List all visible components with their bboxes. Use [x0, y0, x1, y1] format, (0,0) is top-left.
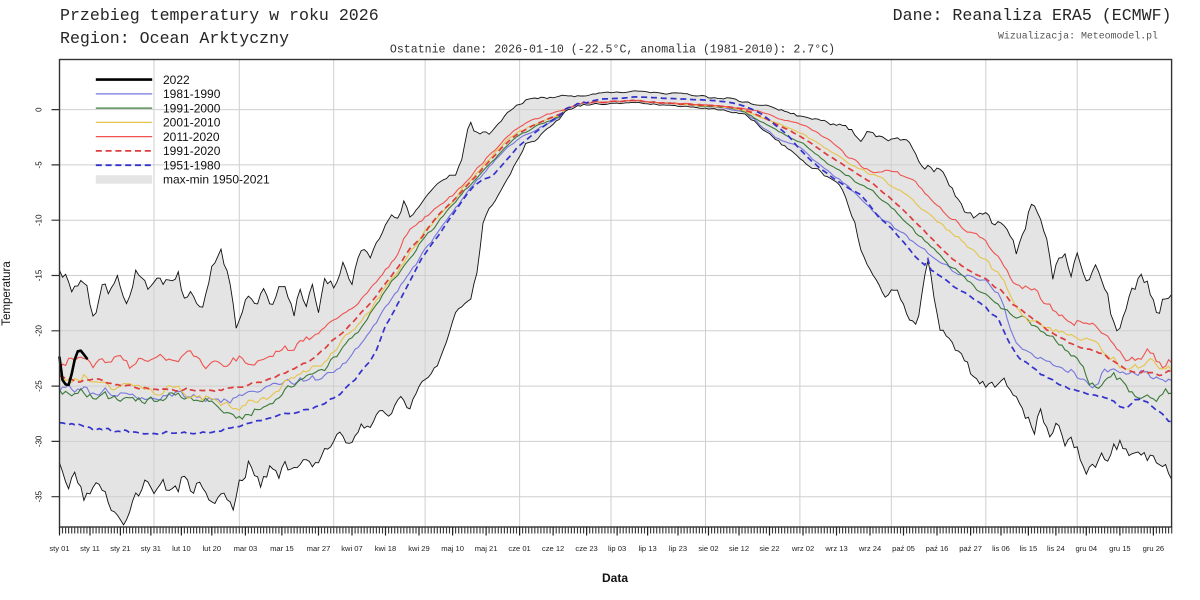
svg-text:gru 04: gru 04 [1076, 544, 1098, 553]
svg-text:Ostatnie dane: 2026-01-10 (-22: Ostatnie dane: 2026-01-10 (-22.5°C, anom… [390, 44, 835, 57]
svg-text:lis 06: lis 06 [992, 544, 1010, 553]
svg-text:paź 27: paź 27 [959, 544, 982, 553]
svg-text:wrz 13: wrz 13 [824, 544, 847, 553]
svg-text:-25: -25 [35, 380, 44, 392]
svg-text:Temperatura: Temperatura [1, 261, 13, 326]
svg-text:sie 02: sie 02 [698, 544, 718, 553]
svg-text:maj 21: maj 21 [475, 544, 498, 553]
svg-text:maj 10: maj 10 [441, 544, 464, 553]
svg-text:2022: 2022 [163, 73, 190, 87]
svg-text:lis 15: lis 15 [1020, 544, 1038, 553]
svg-text:cze 01: cze 01 [508, 544, 530, 553]
svg-text:mar 03: mar 03 [234, 544, 258, 553]
svg-text:cze 23: cze 23 [575, 544, 597, 553]
svg-text:sie 12: sie 12 [729, 544, 749, 553]
svg-text:1951-1980: 1951-1980 [163, 159, 221, 173]
svg-text:sie 22: sie 22 [759, 544, 779, 553]
svg-text:lip 23: lip 23 [669, 544, 687, 553]
svg-text:-10: -10 [35, 214, 44, 226]
svg-text:-35: -35 [35, 490, 44, 502]
svg-text:1991-2020: 1991-2020 [163, 144, 221, 158]
svg-text:kwi 18: kwi 18 [375, 544, 397, 553]
svg-text:cze 12: cze 12 [542, 544, 564, 553]
svg-text:0: 0 [35, 107, 44, 112]
svg-text:lip 13: lip 13 [639, 544, 657, 553]
svg-text:sty 31: sty 31 [141, 544, 161, 553]
svg-text:mar 15: mar 15 [270, 544, 294, 553]
svg-text:paź 05: paź 05 [892, 544, 915, 553]
svg-text:Wizualizacja: Meteomodel.pl: Wizualizacja: Meteomodel.pl [998, 31, 1158, 42]
svg-text:sty 01: sty 01 [49, 544, 69, 553]
svg-text:gru 15: gru 15 [1109, 544, 1131, 553]
svg-text:sty 21: sty 21 [110, 544, 130, 553]
svg-text:Region: Ocean Arktyczny: Region: Ocean Arktyczny [60, 29, 289, 48]
svg-text:kwi 29: kwi 29 [408, 544, 430, 553]
svg-text:1981-1990: 1981-1990 [163, 87, 221, 101]
svg-text:2001-2010: 2001-2010 [163, 116, 221, 130]
svg-text:Dane: Reanaliza ERA5 (ECMWF): Dane: Reanaliza ERA5 (ECMWF) [893, 6, 1172, 25]
svg-text:kwi 07: kwi 07 [341, 544, 363, 553]
svg-text:1991-2000: 1991-2000 [163, 101, 221, 115]
svg-text:2011-2020: 2011-2020 [163, 130, 220, 144]
svg-text:paź 16: paź 16 [926, 544, 949, 553]
svg-text:lut 20: lut 20 [203, 544, 222, 553]
svg-text:gru 26: gru 26 [1143, 544, 1165, 553]
svg-text:-20: -20 [35, 324, 44, 336]
svg-text:-5: -5 [35, 161, 44, 169]
svg-text:Przebieg temperatury w roku 20: Przebieg temperatury w roku 2026 [60, 6, 379, 25]
svg-text:lis 24: lis 24 [1047, 544, 1065, 553]
svg-text:wrz 24: wrz 24 [858, 544, 881, 553]
svg-text:max-min 1950-2021: max-min 1950-2021 [163, 173, 270, 187]
svg-text:Data: Data [602, 571, 628, 585]
svg-text:mar 27: mar 27 [307, 544, 331, 553]
svg-text:lut 10: lut 10 [172, 544, 191, 553]
svg-text:-30: -30 [35, 435, 44, 447]
svg-text:sty 11: sty 11 [80, 544, 100, 553]
svg-text:wrz 02: wrz 02 [791, 544, 814, 553]
svg-text:-15: -15 [35, 269, 44, 281]
svg-text:lip 03: lip 03 [608, 544, 626, 553]
